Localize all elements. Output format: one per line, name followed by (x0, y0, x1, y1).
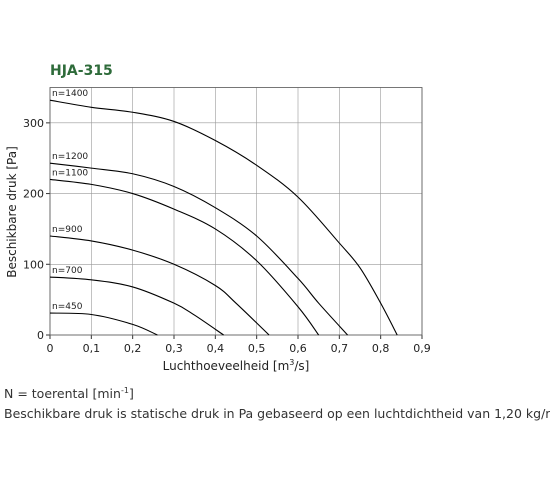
plot-frame (49, 87, 423, 336)
x-tick-label: 0 (47, 342, 54, 355)
y-tick-label: 200 (23, 188, 44, 201)
series-label: n=900 (52, 225, 83, 235)
x-tick-label: 0,4 (207, 342, 225, 355)
curve (49, 99, 398, 336)
x-tick-label: 0,3 (165, 342, 183, 355)
x-label-part: Luchthoeveelheid [m (163, 359, 290, 373)
chart-title: HJA-315 (50, 63, 113, 79)
series-label: n=1400 (52, 89, 88, 99)
curve (49, 312, 158, 336)
series-label: n=1200 (52, 152, 88, 162)
y-tick-label: 0 (37, 329, 44, 342)
x-tick-label: 0,5 (248, 342, 266, 355)
curve (49, 235, 270, 336)
y-tick-label: 100 (23, 258, 44, 271)
note-part: N = toerental [min (4, 386, 121, 401)
curve (49, 162, 349, 336)
note-part: Beschikbare druk is statische druk in Pa… (4, 406, 550, 421)
x-tick-label: 0,1 (83, 342, 101, 355)
curve (49, 178, 320, 336)
series-label: n=450 (52, 302, 83, 312)
x-tick-label: 0,7 (331, 342, 349, 355)
note-part: ] (129, 386, 134, 401)
x-label-sup: 3 (289, 358, 294, 367)
x-axis-label: Luchthoeveelheid [m3/s] (163, 358, 310, 373)
x-tick-label: 0,2 (124, 342, 142, 355)
note-sup: -1 (121, 386, 129, 395)
y-axis-label: Beschikbare druk [Pa] (5, 146, 19, 278)
series-label: n=700 (52, 266, 83, 276)
y-tick-label: 300 (23, 117, 44, 130)
note: N = toerental [min-1] (4, 386, 134, 401)
x-label-part: /s] (294, 359, 309, 373)
curve (49, 276, 224, 336)
note: Beschikbare druk is statische druk in Pa… (4, 406, 550, 421)
series-label: n=1100 (52, 168, 88, 178)
x-tick-label: 0,8 (372, 342, 390, 355)
x-tick-label: 0,9 (413, 342, 431, 355)
x-tick-label: 0,6 (289, 342, 307, 355)
